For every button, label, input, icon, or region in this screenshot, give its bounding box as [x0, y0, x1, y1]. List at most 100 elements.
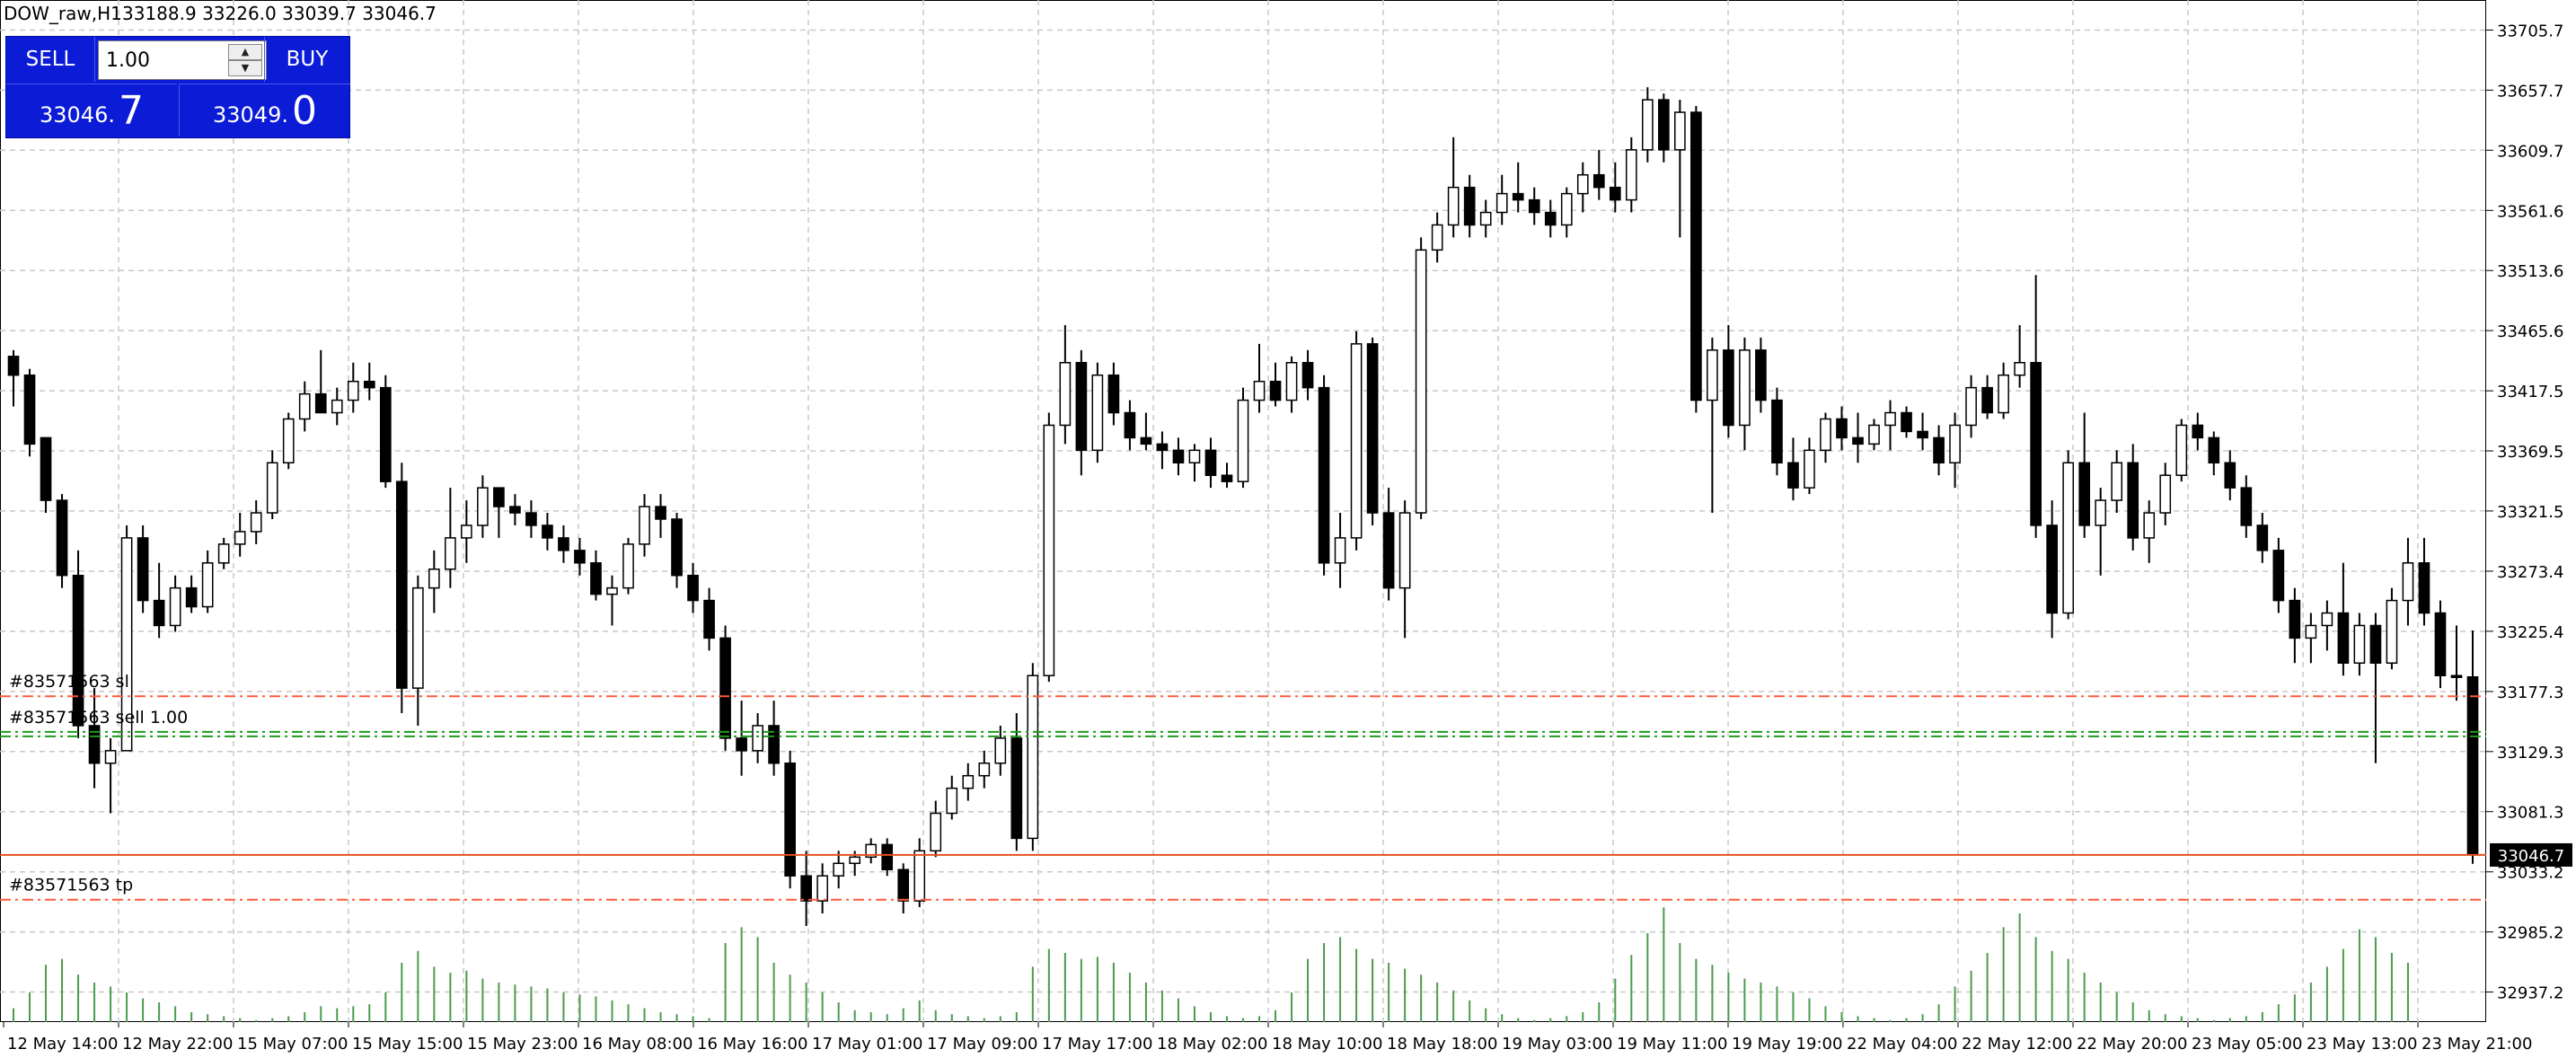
candle-bear — [719, 637, 731, 739]
x-tick-label: 19 May 19:00 — [1732, 1035, 1842, 1054]
ask-price-pips: 0 — [291, 87, 317, 134]
candle-bear — [1140, 436, 1152, 445]
candle-bear — [2466, 675, 2479, 856]
candle-bear — [509, 506, 521, 514]
candle-bull — [104, 750, 117, 764]
x-tick-label: 18 May 10:00 — [1272, 1035, 1382, 1054]
candle-bear — [137, 537, 149, 602]
x-tick-label: 18 May 02:00 — [1157, 1035, 1267, 1054]
y-tick-label: 33513.6 — [2497, 262, 2563, 281]
candle-bull — [994, 737, 1007, 764]
x-tick-label: 23 May 13:00 — [2307, 1035, 2417, 1054]
candle-bull — [1965, 386, 1977, 427]
candle-bear — [703, 599, 715, 639]
y-tick-label: 32985.2 — [2497, 924, 2563, 943]
order-line-label: #83571563 sell 1.00 — [9, 708, 188, 727]
candle-bull — [2305, 624, 2317, 639]
candle-bear — [2450, 674, 2463, 678]
candle-bear — [1512, 192, 1524, 201]
candle-bear — [1107, 374, 1120, 414]
candle-bull — [1625, 149, 1637, 201]
y-tick-label: 33033.2 — [2497, 864, 2563, 883]
y-tick-label: 33465.6 — [2497, 322, 2563, 341]
candle-bear — [2192, 424, 2204, 439]
candle-bear — [1901, 411, 1912, 433]
candle-bear — [1755, 349, 1767, 401]
candle-bear — [1981, 386, 1993, 414]
lot-size-input[interactable] — [104, 45, 225, 75]
candle-bear — [1366, 343, 1379, 514]
candle-bull — [1884, 411, 1896, 427]
candle-bull — [849, 856, 861, 865]
bid-price-main: 33046. — [40, 102, 115, 128]
bid-price-label: 33046.7 — [2498, 847, 2564, 866]
candle-bear — [1010, 737, 1023, 840]
candle-bear — [185, 586, 198, 608]
ask-price-main: 33049. — [213, 102, 288, 128]
candle-bull — [1043, 424, 1055, 676]
candle-bull — [201, 562, 214, 608]
candle-bull — [816, 875, 828, 902]
candle-bear — [493, 487, 505, 507]
candle-bull — [120, 537, 133, 752]
bid-price[interactable]: 33046. 7 — [6, 84, 177, 137]
x-tick-label: 19 May 03:00 — [1502, 1035, 1612, 1054]
x-tick-label: 23 May 21:00 — [2422, 1035, 2532, 1054]
y-tick-label: 33417.5 — [2497, 383, 2563, 401]
order-line-label: #83571563 tp — [9, 876, 133, 895]
x-tick-label: 16 May 16:00 — [697, 1035, 807, 1054]
candle-bear — [2030, 362, 2042, 526]
candle-bull — [169, 586, 181, 627]
candle-bull — [1495, 192, 1508, 214]
candle-bull — [962, 774, 975, 789]
x-tick-label: 22 May 04:00 — [1847, 1035, 1957, 1054]
x-tick-label: 17 May 09:00 — [927, 1035, 1037, 1054]
candle-bull — [978, 763, 991, 777]
x-tick-label: 15 May 15:00 — [352, 1035, 463, 1054]
candle-bear — [2127, 462, 2139, 539]
candle-bear — [2289, 599, 2301, 639]
candle-bear — [2369, 624, 2382, 665]
candle-bull — [1059, 362, 1072, 427]
candle-bull — [1739, 349, 1751, 427]
sell-button[interactable]: SELL — [6, 37, 95, 82]
y-tick-label: 33321.5 — [2497, 503, 2563, 522]
candle-bear — [542, 525, 553, 539]
candle-bull — [2353, 624, 2366, 665]
candle-bear — [1204, 449, 1217, 476]
one-click-trading-panel: SELL ▲ ▼ BUY 33046. 7 33049. 0 — [5, 36, 350, 138]
candle-bull — [445, 537, 456, 570]
lot-increase-arrow-icon[interactable]: ▲ — [228, 44, 262, 60]
lot-size-field[interactable]: ▲ ▼ — [98, 40, 267, 80]
candle-bear — [2078, 462, 2091, 526]
candle-bear — [153, 599, 165, 627]
y-tick-label: 33705.7 — [2497, 22, 2563, 40]
y-tick-label: 33561.6 — [2497, 202, 2563, 221]
y-tick-label: 33657.7 — [2497, 82, 2563, 101]
candle-bull — [1285, 362, 1298, 401]
candle-bull — [946, 787, 958, 815]
candle-bear — [768, 725, 780, 764]
candle-bear — [1658, 99, 1670, 151]
lot-decrease-arrow-icon[interactable]: ▼ — [228, 60, 262, 76]
candle-bull — [1868, 424, 1880, 445]
candle-bull — [1334, 537, 1346, 564]
candle-bull — [1674, 111, 1686, 151]
buy-button[interactable]: BUY — [264, 37, 349, 82]
candle-bull — [477, 487, 489, 526]
x-tick-label: 18 May 18:00 — [1387, 1035, 1497, 1054]
ask-price[interactable]: 33049. 0 — [179, 84, 350, 137]
candle-bear — [1124, 411, 1136, 439]
candle-bear — [23, 374, 36, 445]
candle-bull — [2402, 562, 2414, 602]
candle-bull — [1560, 192, 1573, 226]
candle-bear — [1836, 418, 1848, 439]
candle-bull — [298, 392, 311, 420]
candle-bear — [2418, 562, 2430, 614]
candle-bull — [1237, 399, 1249, 482]
x-tick-label: 23 May 05:00 — [2192, 1035, 2302, 1054]
candle-bull — [1576, 173, 1589, 195]
candle-bull — [282, 418, 295, 464]
